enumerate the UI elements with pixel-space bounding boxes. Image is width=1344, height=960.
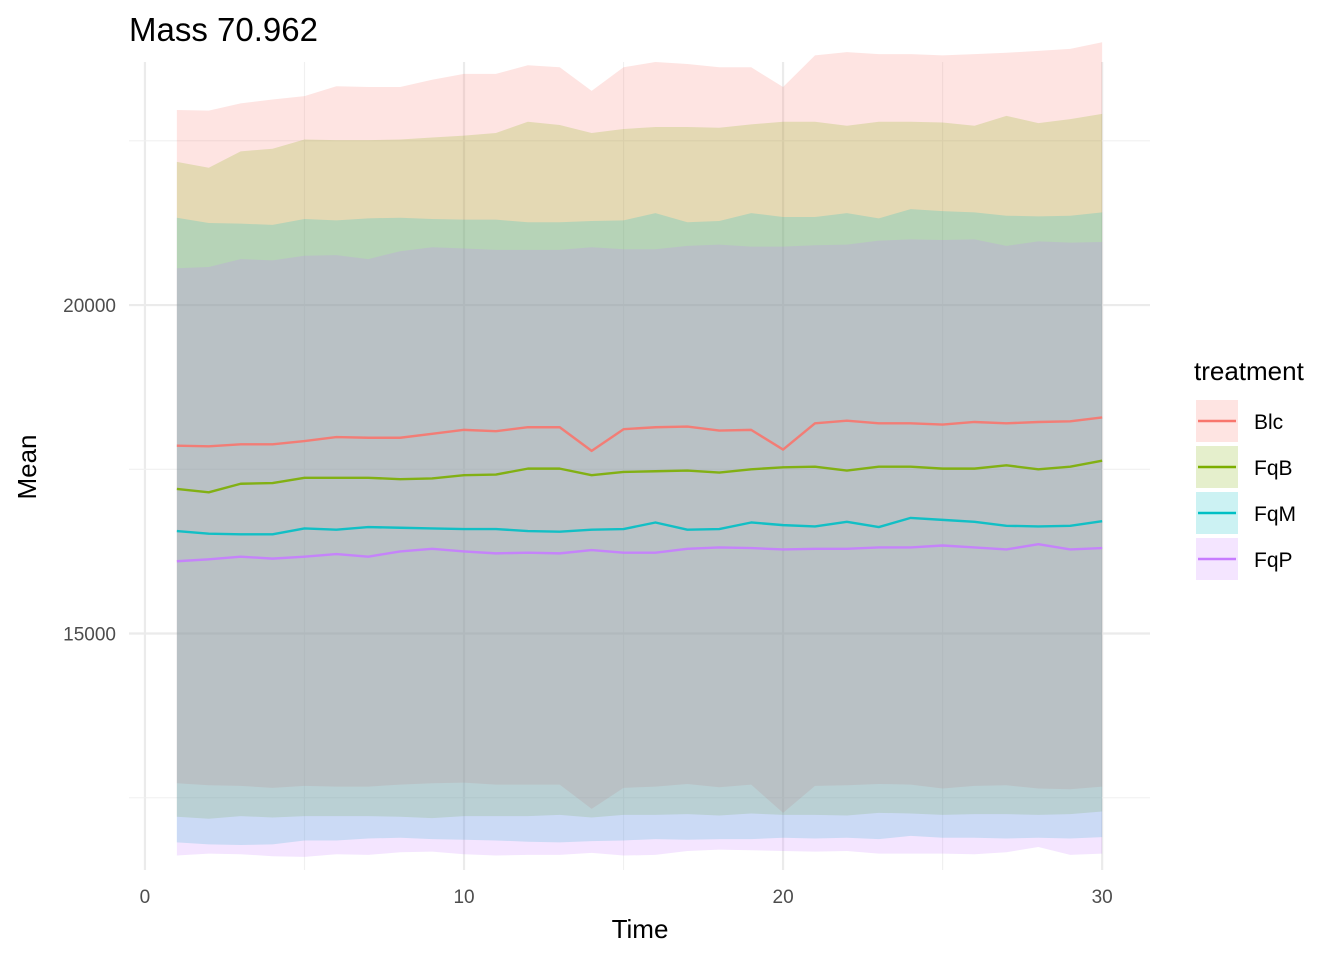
mean-lines: [176, 416, 1103, 563]
x-tick-label: 0: [140, 887, 151, 908]
legend: treatment Blc FqB FqM FqP: [1194, 356, 1305, 580]
ribbon-fqb: [176, 113, 1103, 819]
x-tick-labels: 0 10 20 30: [140, 887, 1113, 908]
line-fqb: [176, 459, 1103, 494]
line-fqm: [176, 516, 1103, 536]
legend-title: treatment: [1194, 356, 1305, 386]
x-tick-label: 20: [773, 887, 794, 908]
y-axis-label: Mean: [12, 434, 42, 499]
line-blc: [176, 416, 1103, 453]
y-tick-label: 15000: [63, 625, 116, 646]
y-tick-labels: 15000 20000: [63, 296, 116, 645]
y-tick-label: 20000: [63, 296, 116, 317]
legend-label-fqb: FqB: [1254, 457, 1293, 480]
ribbons: [176, 42, 1103, 857]
legend-label-fqm: FqM: [1254, 503, 1296, 526]
x-tick-label: 10: [453, 887, 474, 908]
x-axis-label: Time: [612, 914, 669, 944]
legend-label-blc: Blc: [1254, 411, 1283, 434]
legend-label-fqp: FqP: [1254, 549, 1293, 572]
line-fqp: [176, 542, 1103, 563]
ribbon-fqp: [176, 239, 1103, 857]
grid: [129, 62, 1150, 870]
chart-title: Mass 70.962: [129, 11, 318, 48]
x-tick-label: 30: [1092, 887, 1113, 908]
ribbon-fqm: [176, 209, 1103, 846]
